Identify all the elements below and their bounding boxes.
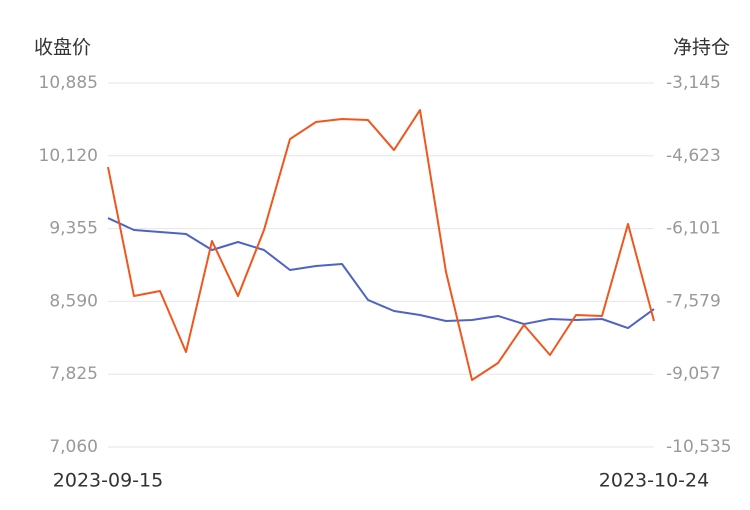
y2-tick-label: -10,535 — [666, 437, 732, 457]
y2-tick-label: -6,101 — [666, 219, 721, 239]
y2-tick-label: -9,057 — [666, 364, 721, 384]
y-axis-title: 收盘价 — [34, 37, 91, 59]
y-tick-label: 10,120 — [39, 146, 98, 166]
y2-tick-label: -3,145 — [666, 73, 721, 93]
y2-tick-label: -4,623 — [666, 146, 721, 166]
x-tick-label: 2023-10-24 — [599, 470, 709, 492]
line-series — [107, 109, 655, 382]
line-series — [107, 217, 655, 330]
y-tick-label: 9,355 — [49, 219, 98, 239]
y-tick-label: 10,885 — [39, 73, 98, 93]
y-tick-label: 7,825 — [49, 364, 98, 384]
y-tick-label: 8,590 — [49, 291, 98, 311]
y2-tick-label: -7,579 — [666, 291, 721, 311]
y2-axis-title: 净持仓 — [673, 37, 730, 59]
x-tick-label: 2023-09-15 — [53, 470, 163, 492]
y-tick-label: 7,060 — [49, 437, 98, 457]
